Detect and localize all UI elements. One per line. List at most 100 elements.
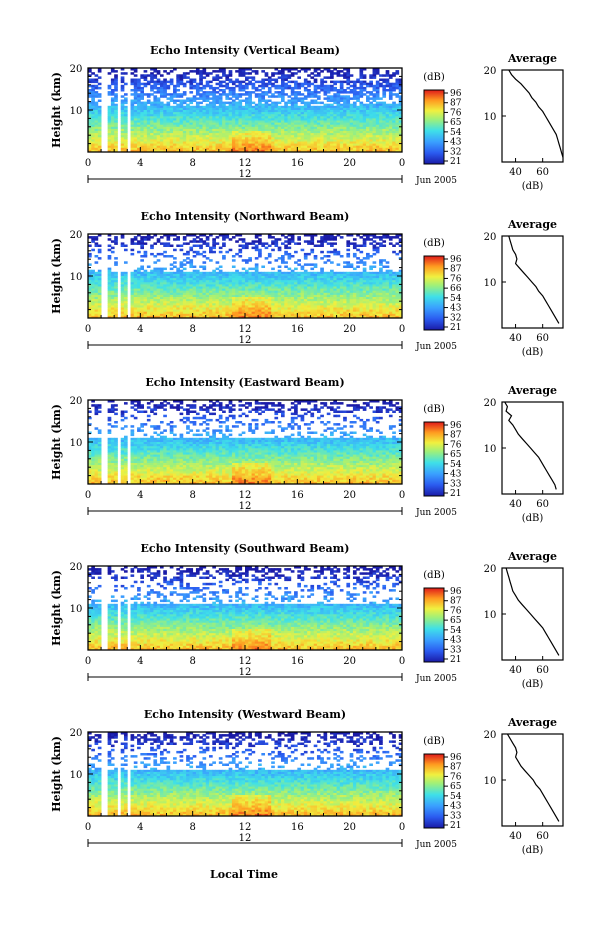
heatmap-cell	[280, 107, 285, 111]
heatmap-cell	[261, 91, 266, 94]
heatmap-cell	[235, 252, 239, 256]
heatmap-cell	[241, 105, 246, 109]
heatmap-cell	[176, 110, 180, 113]
heatmap-cell	[248, 95, 252, 98]
heatmap-cell	[130, 93, 135, 96]
heatmap-cell	[225, 131, 230, 134]
heatmap-cell	[159, 91, 164, 94]
heatmap-cell	[231, 128, 236, 132]
heatmap-cell	[215, 112, 220, 115]
heatmap-cell	[375, 95, 380, 98]
heatmap-cell	[258, 101, 262, 105]
heatmap-cell	[316, 120, 321, 123]
heatmap-cell	[140, 103, 144, 107]
heatmap-cell	[307, 112, 311, 115]
heatmap-cell	[150, 122, 154, 126]
heatmap-cell	[156, 72, 161, 75]
heatmap-cell	[94, 103, 99, 107]
heatmap-cell	[310, 126, 315, 130]
heatmap-cell	[192, 118, 197, 121]
heatmap-cell	[228, 93, 233, 96]
heatmap-cell	[176, 74, 180, 77]
heatmap-cell	[284, 236, 288, 239]
heatmap-cell	[362, 110, 367, 113]
heatmap-cell	[143, 124, 148, 128]
heatmap-cell	[316, 68, 321, 71]
heatmap-cell	[382, 78, 387, 81]
heatmap-cell	[182, 107, 187, 111]
heatmap-cell	[186, 105, 190, 109]
heatmap-cell	[192, 126, 197, 130]
heatmap-cell	[356, 110, 360, 113]
heatmap-cell	[143, 93, 148, 96]
heatmap-cell	[352, 246, 357, 250]
heatmap-cell	[264, 110, 269, 113]
heatmap-cell	[379, 84, 383, 88]
heatmap-cell	[277, 91, 282, 94]
heatmap-cell	[150, 74, 154, 77]
heatmap-cell	[352, 101, 357, 105]
heatmap-cell	[202, 126, 207, 130]
heatmap-cell	[182, 122, 187, 126]
heatmap-cell	[88, 68, 92, 71]
heatmap-cell	[310, 76, 315, 79]
heatmap-cell	[156, 259, 161, 262]
heatmap-cell	[307, 114, 311, 117]
heatmap-cell	[120, 110, 125, 113]
heatmap-cell	[254, 110, 259, 113]
heatmap-cell	[333, 238, 337, 241]
heatmap-cell	[235, 118, 239, 121]
heatmap-cell	[218, 116, 223, 119]
heatmap-cell	[110, 99, 115, 102]
heatmap-cell	[303, 263, 308, 266]
heatmap-cell	[245, 72, 249, 75]
heatmap-cell	[225, 107, 230, 111]
heatmap-cell	[225, 110, 230, 113]
heatmap-cell	[379, 126, 383, 130]
heatmap-cell	[316, 110, 321, 113]
heatmap-cell	[284, 74, 288, 77]
heatmap-cell	[156, 110, 161, 113]
heatmap-cell	[307, 124, 311, 128]
heatmap-cell	[313, 128, 318, 132]
heatmap-cell	[287, 95, 292, 98]
heatmap-cell	[300, 68, 305, 71]
heatmap-cell	[323, 84, 328, 88]
heatmap-cell	[271, 133, 275, 136]
heatmap-cell	[169, 263, 174, 266]
heatmap-cell	[323, 255, 328, 258]
heatmap-cell	[205, 95, 210, 98]
heatmap-cell	[91, 112, 95, 115]
heatmap-cell	[94, 110, 99, 113]
heatmap-cell	[284, 131, 288, 134]
heatmap-cell	[271, 128, 275, 132]
heatmap-cell	[228, 118, 233, 121]
heatmap-cell	[159, 93, 164, 96]
heatmap-cell	[114, 122, 118, 126]
heatmap-cell	[159, 86, 164, 90]
heatmap-cell	[254, 118, 259, 121]
heatmap-cell	[159, 105, 164, 109]
heatmap-cell	[313, 89, 318, 92]
heatmap-cell	[231, 265, 236, 268]
heatmap-cell	[264, 133, 269, 136]
heatmap-cell	[323, 76, 328, 79]
heatmap-cell	[195, 82, 200, 86]
heatmap-cell	[114, 74, 118, 77]
heatmap-cell	[267, 122, 272, 126]
heatmap-cell	[251, 76, 256, 79]
heatmap-cell	[137, 118, 141, 121]
heatmap-cell	[228, 133, 233, 136]
heatmap-cell	[150, 93, 154, 96]
heatmap-cell	[385, 124, 390, 128]
heatmap-cell	[267, 133, 272, 136]
heatmap-cell	[133, 112, 138, 115]
heatmap-cell	[150, 118, 154, 121]
heatmap-cell	[209, 110, 213, 113]
heatmap-cell	[146, 133, 151, 136]
heatmap-cell	[173, 118, 177, 121]
heatmap-cell	[385, 122, 390, 126]
heatmap-cell	[222, 114, 226, 117]
heatmap-cell	[261, 93, 266, 96]
